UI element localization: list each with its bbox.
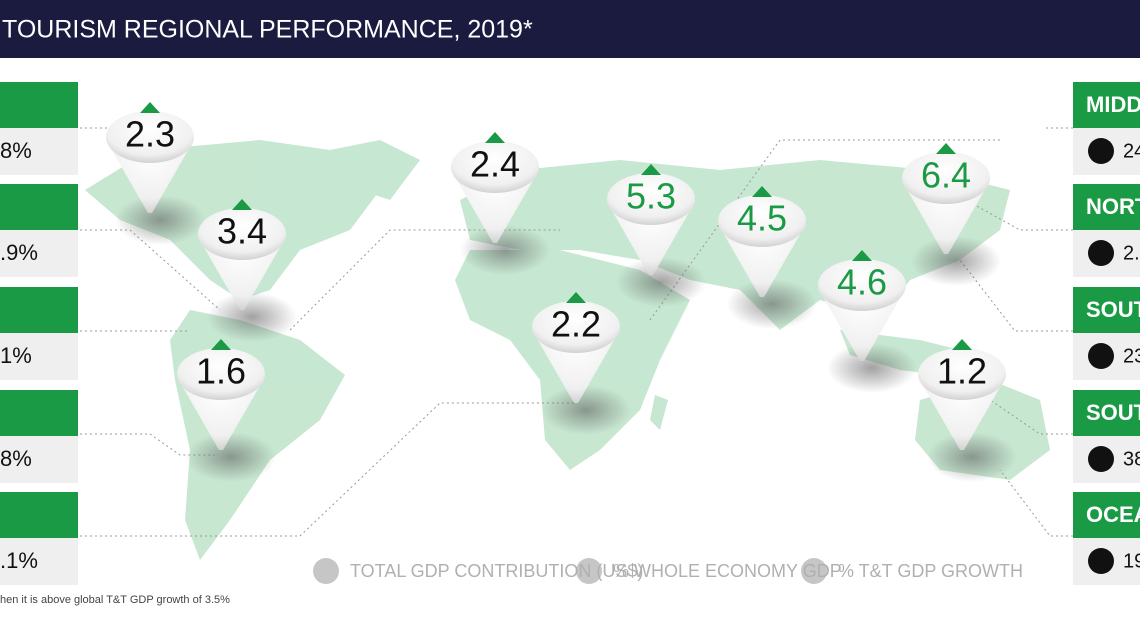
panel-value: .9% bbox=[0, 240, 38, 265]
pin-shadow bbox=[827, 343, 917, 393]
pin-value: 5.3 bbox=[626, 176, 676, 217]
panel-value: 1% bbox=[0, 343, 32, 368]
panel-value: 8% bbox=[0, 446, 32, 471]
pin-value: 4.6 bbox=[837, 262, 887, 303]
up-arrow bbox=[752, 186, 772, 197]
pin: 1.6 bbox=[177, 339, 276, 482]
pin-value: 2.3 bbox=[125, 114, 175, 155]
pin-top bbox=[607, 173, 695, 225]
panel-header bbox=[1073, 492, 1140, 538]
pin-value: 3.4 bbox=[217, 211, 267, 252]
title: TOURISM REGIONAL PERFORMANCE, 2019* bbox=[2, 16, 533, 44]
pin: 4.5 bbox=[718, 186, 817, 329]
panel-title: NORT bbox=[1086, 194, 1140, 219]
panel-header bbox=[0, 390, 78, 436]
up-arrow bbox=[952, 339, 972, 350]
panel-body bbox=[0, 128, 78, 175]
panel-header bbox=[0, 492, 78, 538]
pin: 2.3 bbox=[106, 102, 205, 245]
pin-value: 1.6 bbox=[196, 351, 246, 392]
up-arrow bbox=[852, 250, 872, 261]
dollar-icon bbox=[1088, 548, 1114, 574]
pin: 6.4 bbox=[902, 143, 1001, 286]
panel-header bbox=[0, 184, 78, 230]
pin-shadow bbox=[911, 236, 1001, 286]
panel-header bbox=[0, 82, 78, 128]
header-bar bbox=[0, 0, 1140, 58]
pin-shadow bbox=[460, 225, 550, 275]
panel-body bbox=[0, 538, 78, 585]
legend-icon bbox=[313, 558, 339, 584]
pin-value: 2.2 bbox=[551, 304, 601, 345]
pin: 2.2 bbox=[532, 292, 631, 435]
panel-title: MIDD bbox=[1086, 92, 1140, 117]
pin-top bbox=[177, 348, 265, 400]
pin-top bbox=[902, 152, 990, 204]
pin: 4.6 bbox=[818, 250, 917, 393]
pin-shadow bbox=[927, 432, 1017, 482]
panel-header bbox=[1073, 184, 1140, 230]
panel-value: 23 bbox=[1123, 345, 1140, 367]
pin-shadow bbox=[186, 432, 276, 482]
panel-value: .1% bbox=[0, 548, 38, 573]
pin-shadow bbox=[207, 292, 297, 342]
pin-top bbox=[532, 301, 620, 353]
panel-body bbox=[0, 436, 78, 483]
dollar-icon bbox=[1088, 240, 1114, 266]
pin-shadow bbox=[616, 257, 706, 307]
panel-title: SOUTH bbox=[1086, 400, 1140, 425]
panel-body bbox=[0, 333, 78, 380]
up-arrow bbox=[936, 143, 956, 154]
pin-value: 2.4 bbox=[470, 144, 520, 185]
legend-label: % WHOLE ECONOMY GDP bbox=[613, 561, 842, 581]
up-arrow bbox=[566, 292, 586, 303]
legend-label: TOTAL GDP CONTRIBUTION (US$) bbox=[350, 561, 643, 581]
pin: 5.3 bbox=[607, 164, 706, 307]
pin-top bbox=[718, 195, 806, 247]
up-arrow bbox=[211, 339, 231, 350]
pin: 3.4 bbox=[198, 199, 297, 342]
dollar-icon bbox=[1088, 138, 1114, 164]
panel-body bbox=[0, 230, 78, 277]
panel-header bbox=[1073, 390, 1140, 436]
legend-icon bbox=[801, 558, 827, 584]
panel-title: OCEAN bbox=[1086, 502, 1140, 527]
legend: TOTAL GDP CONTRIBUTION (US$) % WHOLE ECO… bbox=[313, 558, 1023, 584]
pin-value: 6.4 bbox=[921, 155, 971, 196]
panel-value: 38 bbox=[1123, 448, 1140, 470]
pin: 2.4 bbox=[451, 132, 550, 275]
dollar-icon bbox=[1088, 343, 1114, 369]
up-arrow bbox=[485, 132, 505, 143]
dollar-icon bbox=[1088, 446, 1114, 472]
pin-value: 1.2 bbox=[937, 351, 987, 392]
footnote: hen it is above global T&T GDP growth of… bbox=[0, 594, 230, 606]
panel-value: 2.1 bbox=[1123, 242, 1140, 264]
pin-top bbox=[106, 111, 194, 163]
legend-label: % T&T GDP GROWTH bbox=[838, 561, 1023, 581]
pin-top bbox=[918, 348, 1006, 400]
legend-icon bbox=[576, 558, 602, 584]
pin-value: 4.5 bbox=[737, 198, 787, 239]
up-arrow bbox=[140, 102, 160, 113]
panel-header bbox=[0, 287, 78, 333]
pin-shadow bbox=[727, 279, 817, 329]
pin-shadow bbox=[115, 195, 205, 245]
panel-header bbox=[1073, 287, 1140, 333]
panel-title: SOUTH bbox=[1086, 297, 1140, 322]
pin-shadow bbox=[541, 385, 631, 435]
panel-value: 19 bbox=[1123, 550, 1140, 572]
pin: 1.2 bbox=[918, 339, 1017, 482]
panel-value: 8% bbox=[0, 138, 32, 163]
up-arrow bbox=[641, 164, 661, 175]
pin-top bbox=[451, 141, 539, 193]
pin-top bbox=[198, 208, 286, 260]
up-arrow bbox=[232, 199, 252, 210]
pin-top bbox=[818, 259, 906, 311]
panel-header bbox=[1073, 82, 1140, 128]
panel-value: 24 bbox=[1123, 140, 1140, 162]
